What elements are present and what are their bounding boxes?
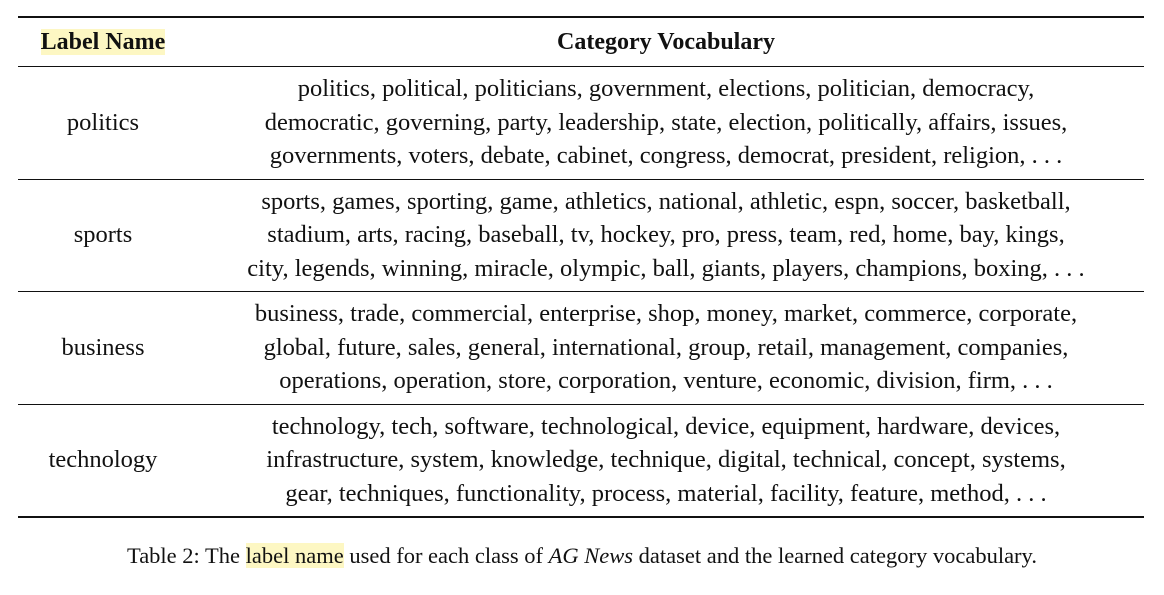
vocab-line: operations, operation, store, corporatio…	[279, 367, 1053, 394]
vocab-line: business, trade, commercial, enterprise,…	[254, 300, 1078, 327]
caption-highlight: label name	[245, 543, 344, 568]
vocab-line: gear, techniques, functionality, process…	[285, 479, 1047, 507]
row-vocabulary: technology, tech, software, technologica…	[188, 404, 1144, 517]
caption-middle: used for each class of	[343, 543, 549, 568]
row-vocabulary: politics, political, politicians, govern…	[188, 67, 1144, 180]
caption-dataset-name: AG News	[548, 543, 633, 568]
row-vocabulary: sports, games, sporting, game, athletics…	[188, 179, 1144, 292]
vocab-line: infrastructure, system, knowledge, techn…	[266, 446, 1066, 473]
vocab-line: city, legends, winning, miracle, olympic…	[247, 254, 1085, 282]
table-row: technology technology, tech, software, t…	[18, 404, 1144, 517]
row-vocabulary: business, trade, commercial, enterprise,…	[188, 292, 1144, 405]
vocab-line: technology, tech, software, technologica…	[271, 412, 1061, 440]
header-label-name-text: Label Name	[40, 28, 166, 55]
vocabulary-table-container: Label Name Category Vocabulary politics …	[18, 16, 1144, 518]
table-row: business business, trade, commercial, en…	[18, 292, 1144, 405]
row-label: technology	[48, 446, 158, 473]
table-header-row: Label Name Category Vocabulary	[18, 17, 1144, 67]
vocab-line: global, future, sales, general, internat…	[263, 333, 1069, 361]
row-label: politics	[66, 108, 140, 136]
vocab-line: sports, games, sporting, game, athletics…	[261, 187, 1071, 215]
vocabulary-table: Label Name Category Vocabulary politics …	[18, 16, 1144, 518]
vocab-line: politics, political, politicians, govern…	[297, 75, 1035, 102]
table-row: politics politics, political, politician…	[18, 67, 1144, 180]
vocab-line: stadium, arts, racing, baseball, tv, hoc…	[267, 221, 1065, 248]
table-caption: Table 2: The label name used for each cl…	[0, 543, 1164, 569]
caption-suffix: dataset and the learned category vocabul…	[633, 543, 1037, 568]
vocab-line: governments, voters, debate, cabinet, co…	[269, 142, 1063, 169]
header-category-vocabulary: Category Vocabulary	[557, 28, 775, 55]
row-label: sports	[73, 221, 133, 248]
table-row: sports sports, games, sporting, game, at…	[18, 179, 1144, 292]
vocab-line: democratic, governing, party, leadership…	[264, 108, 1068, 136]
header-label-name: Label Name	[18, 17, 188, 67]
caption-prefix: Table 2: The	[127, 543, 246, 568]
row-label: business	[61, 333, 145, 361]
